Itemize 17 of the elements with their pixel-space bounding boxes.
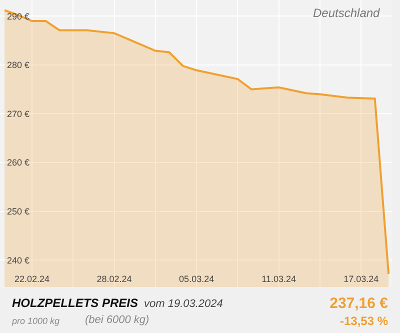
text: vom 19.03.2024 [144,298,223,310]
x-tick-label: 11.03.24 [262,274,296,284]
text: (bei 6000 kg) [85,314,150,326]
x-tick-label: 05.03.24 [179,274,214,284]
text: pro 1000 kg [12,316,60,326]
x-tick-label: 22.02.24 [14,274,50,284]
text: -13,53 % [340,314,388,328]
x-tick-label: 28.02.24 [96,274,132,284]
y-tick-label: 250 € [7,206,30,216]
text: 237,16 € [330,295,388,312]
y-tick-label: 240 € [7,255,30,266]
y-tick-label: 260 € [7,158,30,168]
y-tick-label: 270 € [7,108,30,119]
x-tick-label: 17.03.24 [344,274,379,284]
text: HOLZPELLETS PREIS [12,296,138,310]
annotation: Deutschland [313,6,380,20]
y-tick-label: 280 € [7,60,30,70]
